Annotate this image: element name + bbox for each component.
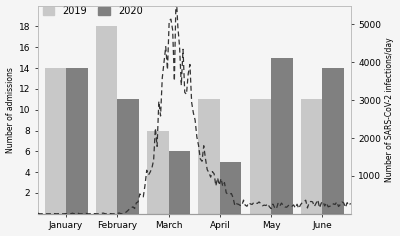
- Bar: [301, 99, 322, 214]
- Bar: [220, 162, 242, 214]
- Bar: [169, 151, 190, 214]
- Y-axis label: Number of admissions: Number of admissions: [6, 67, 14, 153]
- Y-axis label: Number of SARS-CoV-2 infections/day: Number of SARS-CoV-2 infections/day: [386, 37, 394, 182]
- Bar: [66, 68, 88, 214]
- Bar: [271, 58, 293, 214]
- Bar: [322, 68, 344, 214]
- Bar: [117, 99, 139, 214]
- Bar: [147, 131, 169, 214]
- Bar: [96, 26, 117, 214]
- Bar: [44, 68, 66, 214]
- Bar: [198, 99, 220, 214]
- Legend: 2019, 2020: 2019, 2020: [43, 6, 143, 16]
- Bar: [250, 99, 271, 214]
